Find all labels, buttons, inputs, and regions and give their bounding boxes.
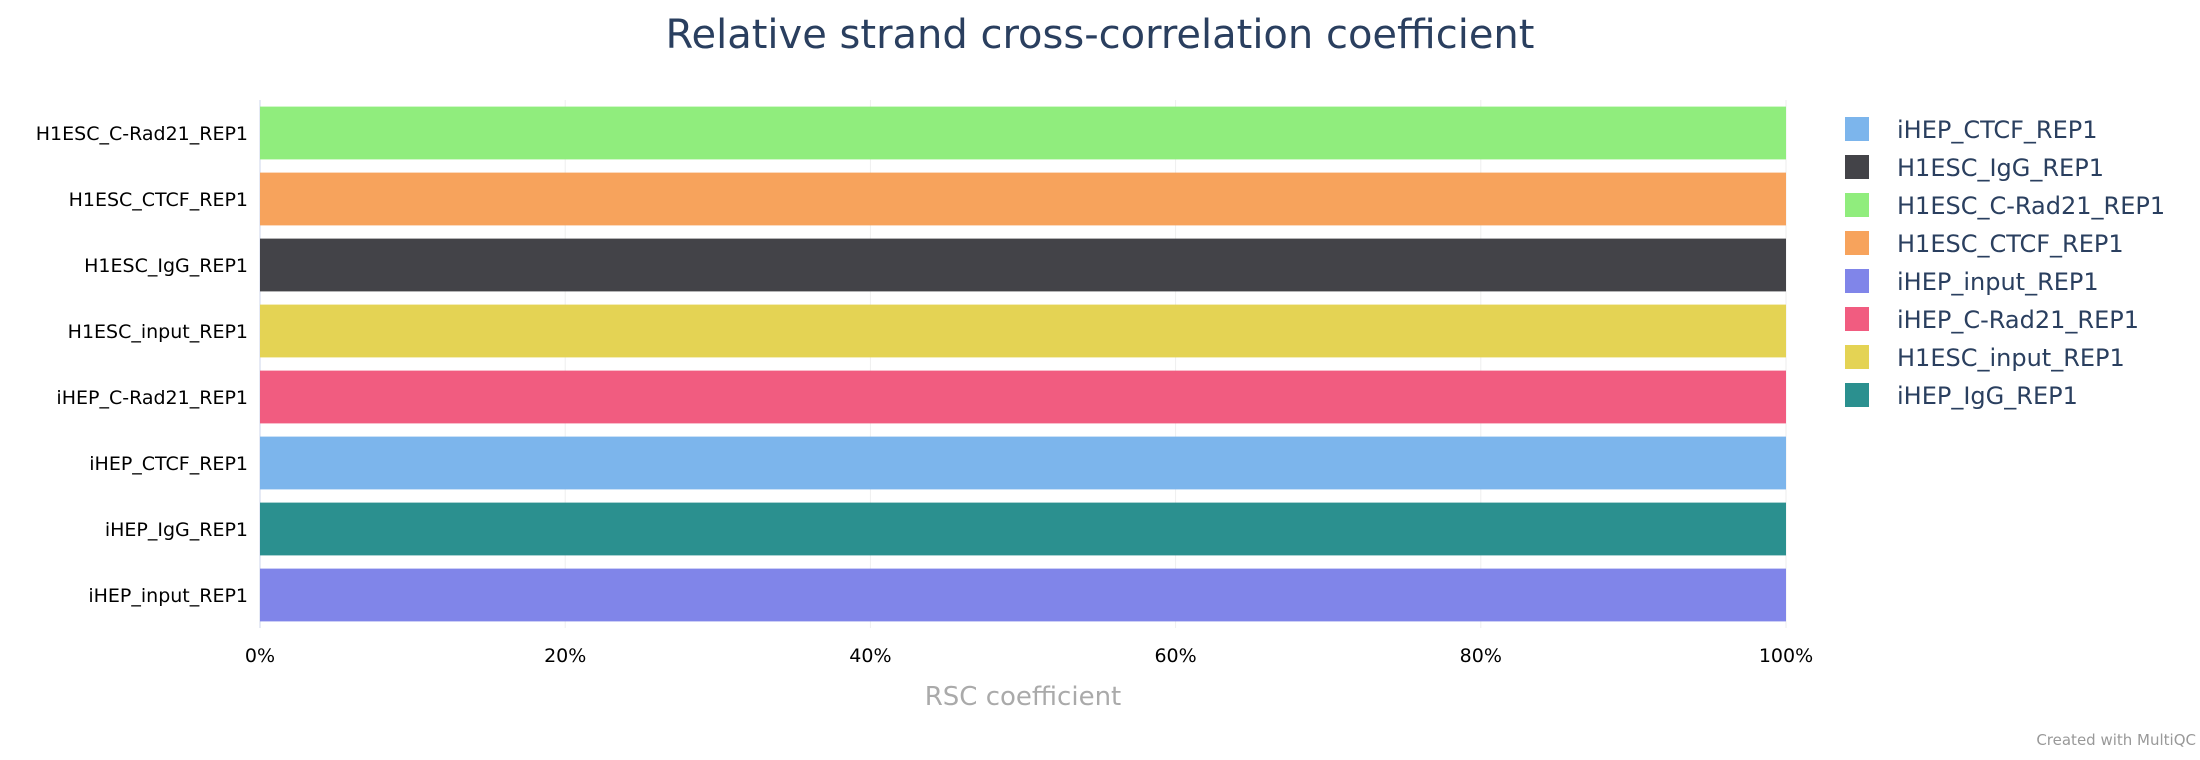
y-tick-label: H1ESC_CTCF_REP1 (69, 189, 248, 211)
x-tick-label: 100% (1759, 645, 1813, 667)
bar[interactable] (260, 172, 1786, 226)
legend-label: H1ESC_CTCF_REP1 (1897, 230, 2124, 258)
bar[interactable] (260, 238, 1786, 292)
credit-text[interactable]: Created with MultiQC (2036, 731, 2196, 749)
x-tick-label: 60% (1154, 645, 1196, 667)
bar[interactable] (260, 568, 1786, 622)
legend-swatch (1845, 231, 1869, 255)
bar[interactable] (260, 106, 1786, 160)
legend-swatch (1845, 307, 1869, 331)
y-tick-label: H1ESC_C-Rad21_REP1 (36, 123, 248, 145)
x-tick-label: 0% (245, 645, 275, 667)
legend-item[interactable]: H1ESC_input_REP1 (1845, 344, 2125, 372)
legend-item[interactable]: iHEP_IgG_REP1 (1845, 382, 2078, 410)
chart-title: Relative strand cross-correlation coeffi… (666, 12, 1535, 58)
x-axis-ticks: 0% 20% 40% 60% 80% 100% (245, 645, 1813, 667)
legend-label: iHEP_input_REP1 (1897, 268, 2099, 296)
legend-label: H1ESC_C-Rad21_REP1 (1897, 192, 2165, 220)
legend-swatch (1845, 155, 1869, 179)
legend: iHEP_CTCF_REP1 H1ESC_IgG_REP1 H1ESC_C-Rad2… (1845, 116, 2165, 410)
x-tick-label: 20% (544, 645, 586, 667)
y-tick-label: iHEP_C-Rad21_REP1 (56, 387, 248, 409)
legend-swatch (1845, 269, 1869, 293)
legend-label: H1ESC_IgG_REP1 (1897, 154, 2104, 182)
y-tick-label: H1ESC_IgG_REP1 (84, 255, 248, 277)
x-tick-label: 40% (849, 645, 891, 667)
legend-swatch (1845, 193, 1869, 217)
bar[interactable] (260, 370, 1786, 424)
legend-label: iHEP_IgG_REP1 (1897, 382, 2078, 410)
legend-item[interactable]: iHEP_C-Rad21_REP1 (1845, 306, 2139, 334)
bars (260, 106, 1786, 622)
legend-item[interactable]: H1ESC_IgG_REP1 (1845, 154, 2104, 182)
y-axis-labels: H1ESC_C-Rad21_REP1 H1ESC_CTCF_REP1 H1ESC_I… (36, 123, 248, 607)
x-tick-label: 80% (1460, 645, 1502, 667)
legend-item[interactable]: H1ESC_CTCF_REP1 (1845, 230, 2124, 258)
x-axis-title: RSC coefficient (925, 682, 1122, 712)
y-tick-label: iHEP_input_REP1 (88, 585, 248, 607)
legend-swatch (1845, 117, 1869, 141)
legend-item[interactable]: H1ESC_C-Rad21_REP1 (1845, 192, 2165, 220)
legend-label: H1ESC_input_REP1 (1897, 344, 2125, 372)
y-tick-label: iHEP_IgG_REP1 (105, 519, 248, 541)
legend-item[interactable]: iHEP_CTCF_REP1 (1845, 116, 2098, 144)
bar[interactable] (260, 436, 1786, 490)
legend-label: iHEP_C-Rad21_REP1 (1897, 306, 2139, 334)
legend-label: iHEP_CTCF_REP1 (1897, 116, 2098, 144)
legend-swatch (1845, 383, 1869, 407)
legend-swatch (1845, 345, 1869, 369)
bar[interactable] (260, 304, 1786, 358)
bar[interactable] (260, 502, 1786, 556)
y-tick-label: H1ESC_input_REP1 (68, 321, 248, 343)
legend-item[interactable]: iHEP_input_REP1 (1845, 268, 2099, 296)
y-tick-label: iHEP_CTCF_REP1 (89, 453, 248, 475)
